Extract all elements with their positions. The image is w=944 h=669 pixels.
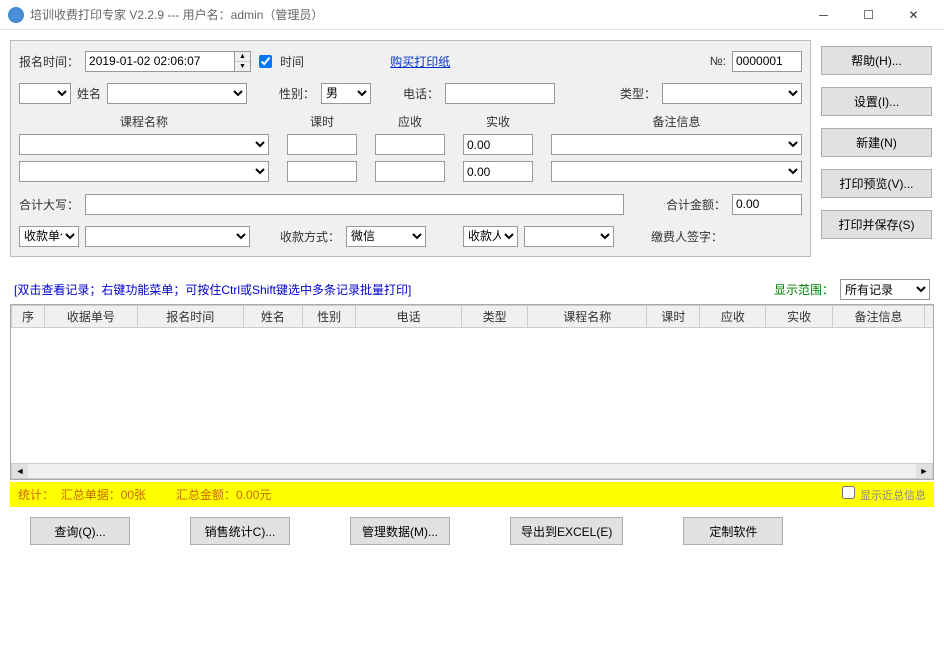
print-save-button[interactable]: 打印并保存(S)	[821, 210, 932, 239]
paid-input-2[interactable]	[463, 161, 533, 182]
grid-col-header[interactable]: 应收	[700, 306, 766, 328]
stats-show-recent[interactable]: 显示近总信息	[840, 486, 926, 503]
preview-button[interactable]: 打印预览(V)...	[821, 169, 932, 198]
manage-data-button[interactable]: 管理数据(M)...	[350, 517, 450, 545]
range-label: 显示范围：	[774, 281, 834, 298]
paid-input-1[interactable]	[463, 134, 533, 155]
grid-col-header[interactable]: 备注信息	[832, 306, 925, 328]
course-name-select-2[interactable]	[19, 161, 269, 182]
time-checkbox[interactable]	[259, 55, 272, 68]
hours-input-1[interactable]	[287, 134, 357, 155]
payee-prefix[interactable]: 收款人	[463, 226, 518, 247]
no-label: №:	[710, 54, 726, 68]
grid-col-header[interactable]: 收款方式	[925, 306, 934, 328]
hours-input-2[interactable]	[287, 161, 357, 182]
no-input[interactable]	[732, 51, 802, 72]
time-checkbox-label: 时间	[280, 53, 304, 70]
pay-unit-select[interactable]	[85, 226, 250, 247]
pay-method-select[interactable]: 微信	[346, 226, 426, 247]
custom-software-button[interactable]: 定制软件	[683, 517, 783, 545]
total-cn-label: 合计大写：	[19, 196, 79, 213]
pay-method-label: 收款方式：	[280, 228, 340, 245]
help-button[interactable]: 帮助(H)...	[821, 46, 932, 75]
stats-bar: 统计： 汇总单据：00张 汇总金额：0.00元 显示近总信息	[10, 482, 934, 507]
receivable-input-1[interactable]	[375, 134, 445, 155]
app-icon	[8, 7, 24, 23]
grid-col-header[interactable]: 性别	[303, 306, 356, 328]
grid-col-header[interactable]: 课时	[647, 306, 700, 328]
minimize-button[interactable]: ─	[801, 1, 846, 29]
close-button[interactable]: ✕	[891, 1, 936, 29]
reg-time-label: 报名时间：	[19, 53, 79, 70]
new-button[interactable]: 新建(N)	[821, 128, 932, 157]
range-select[interactable]: 所有记录	[840, 279, 930, 300]
course-name-header: 课程名称	[19, 113, 269, 130]
reg-time-input[interactable]	[85, 51, 235, 72]
gender-select[interactable]: 男	[321, 83, 371, 104]
hours-header: 课时	[287, 113, 357, 130]
grid-col-header[interactable]: 报名时间	[137, 306, 243, 328]
horizontal-scrollbar[interactable]: ◄►	[11, 463, 933, 479]
type-select[interactable]	[662, 83, 802, 104]
datetime-spinner[interactable]: ▲▼	[235, 51, 251, 72]
data-grid[interactable]: 序收据单号报名时间姓名性别电话类型课程名称课时应收实收备注信息收款方式收款人收 …	[10, 304, 934, 480]
grid-col-header[interactable]: 类型	[462, 306, 528, 328]
phone-label: 电话：	[403, 85, 439, 102]
gender-label: 性别：	[279, 85, 315, 102]
grid-col-header[interactable]: 实收	[766, 306, 832, 328]
pay-unit-prefix[interactable]: 收款单位	[19, 226, 79, 247]
query-button[interactable]: 查询(Q)...	[30, 517, 130, 545]
maximize-button[interactable]: ☐	[846, 1, 891, 29]
grid-hint: [双击查看记录；右键功能菜单；可按住Ctrl或Shift键选中多条记录批量打印]	[14, 281, 768, 298]
total-cn-input[interactable]	[85, 194, 624, 215]
grid-col-header[interactable]: 课程名称	[528, 306, 647, 328]
name-select[interactable]	[107, 83, 247, 104]
receivable-input-2[interactable]	[375, 161, 445, 182]
paid-header: 实收	[463, 113, 533, 130]
remark-select-2[interactable]	[551, 161, 802, 182]
type-label: 类型：	[620, 85, 656, 102]
phone-input[interactable]	[445, 83, 555, 104]
stats-receipts: 汇总单据：00张	[61, 486, 146, 503]
remark-select-1[interactable]	[551, 134, 802, 155]
stats-amount: 汇总金额：0.00元	[176, 486, 271, 503]
window-title: 培训收费打印专家 V2.2.9 --- 用户名：admin（管理员）	[30, 6, 801, 23]
receivable-header: 应收	[375, 113, 445, 130]
name-label: 姓名	[77, 85, 101, 102]
payee-select[interactable]	[524, 226, 614, 247]
show-recent-checkbox[interactable]	[842, 486, 855, 499]
total-amt-input[interactable]	[732, 194, 802, 215]
export-excel-button[interactable]: 导出到EXCEL(E)	[510, 517, 623, 545]
sales-stat-button[interactable]: 销售统计C)...	[190, 517, 290, 545]
total-amt-label: 合计金额：	[666, 196, 726, 213]
remark-header: 备注信息	[551, 113, 802, 130]
grid-col-header[interactable]: 姓名	[243, 306, 303, 328]
grid-col-header[interactable]: 序	[12, 306, 45, 328]
form-panel: 报名时间： ▲▼ 时间 购买打印纸 №: 姓名 性别： 男	[10, 40, 811, 257]
buy-paper-link[interactable]: 购买打印纸	[390, 53, 450, 70]
settings-button[interactable]: 设置(I)...	[821, 87, 932, 116]
grid-col-header[interactable]: 收据单号	[45, 306, 138, 328]
fee-sign-label: 缴费人签字：	[651, 228, 723, 245]
stats-label: 统计：	[18, 486, 54, 503]
course-name-select-1[interactable]	[19, 134, 269, 155]
name-prefix-select[interactable]	[19, 83, 71, 104]
grid-col-header[interactable]: 电话	[356, 306, 462, 328]
